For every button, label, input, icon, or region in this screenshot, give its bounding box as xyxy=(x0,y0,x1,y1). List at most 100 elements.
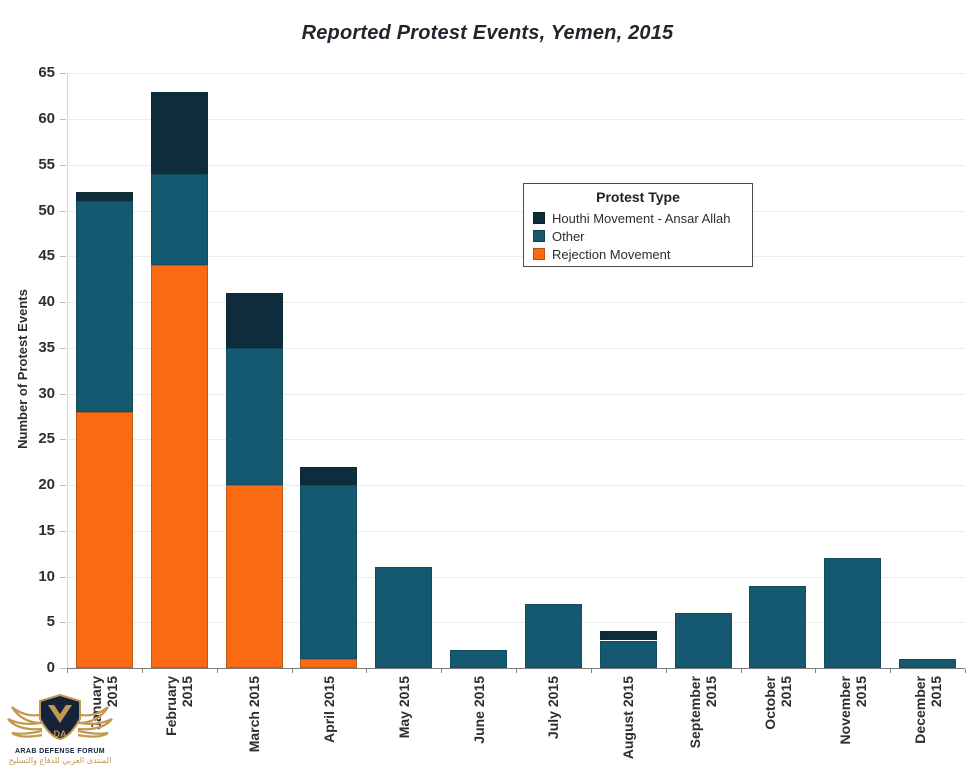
gridline xyxy=(67,119,965,120)
gridline xyxy=(67,485,965,486)
y-tick-mark xyxy=(60,347,66,349)
bar-segment xyxy=(225,347,283,486)
bar-segment xyxy=(674,613,732,668)
gridline xyxy=(67,576,965,578)
x-axis-label: August 2015 xyxy=(620,676,637,760)
gridline xyxy=(67,164,965,166)
x-axis-label: April 2015 xyxy=(320,676,337,743)
y-tick-mark xyxy=(60,210,66,212)
chart-title: Reported Protest Events, Yemen, 2015 xyxy=(301,22,674,44)
y-tick-label: 45 xyxy=(38,247,55,265)
y-tick-mark xyxy=(60,256,66,258)
watermark-logo: DA ARAB DEFENSE FORUM المنتدى العربي للد… xyxy=(2,693,118,765)
y-tick-label: 65 xyxy=(38,64,55,82)
y-tick-label: 50 xyxy=(38,201,55,219)
bar-segment xyxy=(450,649,508,668)
x-axis-label: June 2015 xyxy=(470,676,487,744)
y-tick-mark xyxy=(60,668,66,669)
x-tick-mark xyxy=(890,669,892,673)
bar-segment xyxy=(749,585,807,668)
gridline xyxy=(67,256,965,258)
legend-label: Houthi Movement - Ansar Allah xyxy=(552,210,731,226)
gridline xyxy=(67,210,965,212)
x-tick-mark xyxy=(965,669,966,673)
y-tick-mark xyxy=(60,622,66,624)
x-tick-mark xyxy=(366,669,368,673)
chevron-emblem xyxy=(48,705,72,723)
x-axis-label: February 2015 xyxy=(163,676,196,736)
y-tick-label: 40 xyxy=(38,293,55,310)
legend-swatch xyxy=(533,248,545,260)
bar-segment xyxy=(75,201,133,412)
bar-segment xyxy=(150,265,208,668)
y-tick-label: 35 xyxy=(38,338,55,356)
x-tick-mark xyxy=(740,669,742,673)
legend-item: Rejection Movement xyxy=(533,245,743,263)
bar-segment xyxy=(599,631,657,641)
x-axis-label: March 2015 xyxy=(246,676,263,753)
gridline xyxy=(67,73,965,75)
y-tick-mark xyxy=(60,302,66,303)
legend-rows: Houthi Movement - Ansar Allah Other Reject… xyxy=(533,209,743,263)
x-tick-mark xyxy=(516,669,517,673)
bar-segment xyxy=(225,485,283,668)
bar-segment xyxy=(599,640,657,668)
x-axis-label: December 2015 xyxy=(911,676,944,744)
legend-label: Rejection Movement xyxy=(552,246,671,262)
gridline xyxy=(67,393,965,395)
y-tick-label: 5 xyxy=(46,613,55,631)
bar-segment xyxy=(524,604,582,668)
x-axis-line xyxy=(67,668,965,669)
legend-label: Other xyxy=(552,228,585,244)
y-tick-mark xyxy=(60,73,66,75)
y-tick-mark xyxy=(60,119,66,120)
x-axis-label: September 2015 xyxy=(687,676,720,749)
x-axis-label: October 2015 xyxy=(761,676,794,730)
bar-segment xyxy=(824,558,882,668)
y-tick-mark xyxy=(60,393,66,395)
y-tick-label: 25 xyxy=(38,430,55,448)
legend-swatch xyxy=(533,212,545,224)
y-tick-label: 10 xyxy=(38,567,55,585)
bar-segment xyxy=(225,292,283,348)
x-tick-mark xyxy=(291,669,293,673)
bar-segment xyxy=(375,567,433,668)
y-tick-label: 60 xyxy=(38,110,55,127)
y-axis-title: Number of Protest Events xyxy=(15,289,30,449)
x-tick-mark xyxy=(665,669,667,673)
x-tick-mark xyxy=(441,669,443,673)
y-tick-mark xyxy=(60,485,66,486)
y-tick-mark xyxy=(60,439,66,441)
x-axis-label: November 2015 xyxy=(836,676,869,745)
y-tick-mark xyxy=(60,576,66,578)
bar-segment xyxy=(300,658,358,668)
watermark-title: ARAB DEFENSE FORUM xyxy=(14,748,106,755)
y-tick-label: 55 xyxy=(38,155,55,173)
bar-segment xyxy=(75,192,133,202)
wings-icon xyxy=(7,706,113,738)
y-tick-label: 15 xyxy=(38,521,55,539)
y-tick-mark xyxy=(60,530,66,532)
bar-segment xyxy=(150,173,208,266)
legend-item: Other xyxy=(533,227,743,245)
gridline xyxy=(67,530,965,532)
y-tick-label: 30 xyxy=(38,384,55,402)
x-tick-mark xyxy=(216,669,218,673)
y-tick-mark xyxy=(60,164,66,166)
gridline xyxy=(67,439,965,441)
bar-segment xyxy=(300,466,358,485)
legend-item: Houthi Movement - Ansar Allah xyxy=(533,209,743,227)
bar-segment xyxy=(899,658,957,668)
bar-segment xyxy=(150,91,208,174)
x-tick-mark xyxy=(815,669,817,673)
x-tick-mark xyxy=(590,669,592,673)
gridline xyxy=(67,347,965,349)
bar-segment xyxy=(300,485,358,659)
shield-wings-icon: DA xyxy=(7,693,113,741)
x-axis-label: July 2015 xyxy=(545,676,562,740)
gridline xyxy=(67,622,965,624)
bar-segment xyxy=(75,411,133,668)
legend-swatch xyxy=(533,230,545,242)
y-tick-label: 0 xyxy=(46,659,55,676)
